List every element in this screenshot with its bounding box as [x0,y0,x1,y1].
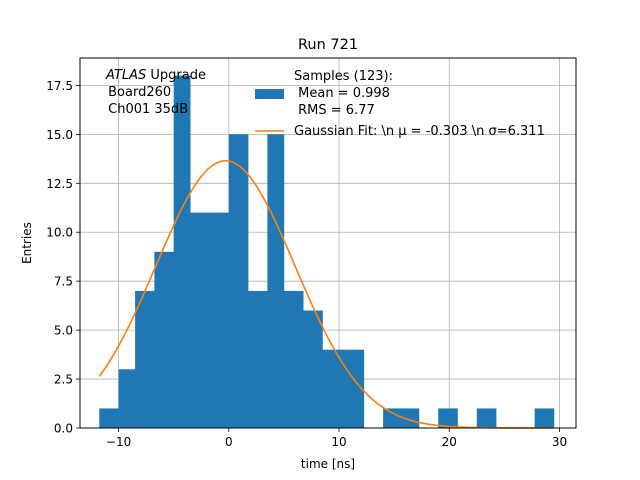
y-tick-label: 17.5 [46,79,73,93]
histogram-bar [438,408,458,428]
y-axis-label: Entries [20,222,34,264]
histogram-bar [283,290,304,428]
histogram-bar [476,408,497,428]
legend-histogram-line-2: Mean = 0.998 [294,86,390,101]
x-tick-label: 30 [552,435,567,449]
y-tick-label: 12.5 [46,177,73,191]
legend-histogram-line-3: RMS = 6.77 [294,103,375,118]
histogram-bar [534,408,555,428]
histogram-bar [135,290,155,428]
histogram-bar [322,349,340,428]
x-tick-label: 20 [442,435,457,449]
legend-histogram-swatch [255,89,284,99]
histogram-bar [339,349,365,428]
histogram-bar [303,310,323,428]
histogram-bar [383,408,400,428]
histogram-bar [154,251,174,428]
histogram-bar [248,290,268,428]
annotation-line-1: ATLAS Upgrade [105,68,206,83]
histogram-bar [267,134,285,428]
y-tick-label: 5.0 [54,324,73,338]
x-tick-label: −10 [106,435,131,449]
x-axis-label: time [ns] [301,457,355,471]
histogram-bar [118,369,136,428]
y-tick-label: 15.0 [46,128,73,142]
x-tick-label: 10 [331,435,346,449]
histogram-bar [173,75,191,428]
y-tick-label: 7.5 [54,275,73,289]
y-tick-label: 10.0 [46,226,73,240]
y-tick-label: 2.5 [54,373,73,387]
histogram-bar [99,408,119,428]
legend-fit-label: Gaussian Fit: \n μ = -0.303 \n σ=6.311 [294,124,545,139]
annotation-board: Board260 [104,85,171,100]
legend-histogram-line-1: Samples (123): [294,69,393,84]
histogram-bar [190,212,210,428]
y-tick-label: 0.0 [54,422,73,436]
histogram-bar [209,212,230,428]
annotation-upgrade: Upgrade [146,68,206,83]
plot-frame [79,57,577,429]
chart-title: Run 721 [298,37,358,53]
atlas-annotation: ATLAS Upgrade Board260 Ch001 35dB [104,68,206,117]
histogram-bar [399,408,420,428]
x-axis-ticks: −10 0 10 20 30 [106,428,567,449]
legend: Samples (123): Mean = 0.998 RMS = 6.77 G… [255,69,545,139]
annotation-atlas: ATLAS [105,68,146,83]
y-axis-ticks: 0.0 2.5 5.0 7.5 10.0 12.5 15.0 17.5 [46,79,80,436]
annotation-channel: Ch001 35dB [104,102,188,117]
x-tick-label: 0 [225,435,233,449]
histogram-bar [228,134,249,428]
